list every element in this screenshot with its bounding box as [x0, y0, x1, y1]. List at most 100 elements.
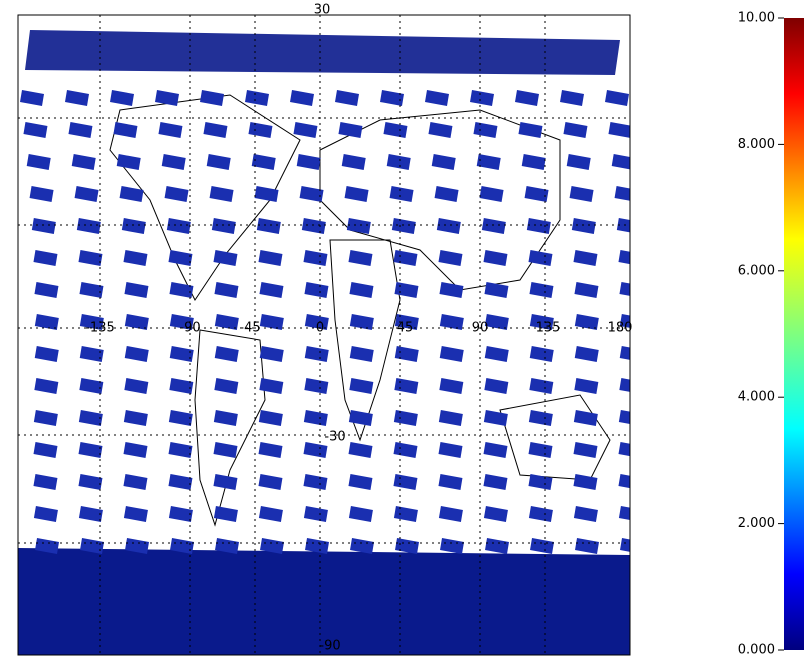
swath — [344, 186, 369, 202]
swath — [158, 122, 183, 138]
swath — [123, 410, 148, 426]
swath — [438, 250, 463, 266]
swath — [574, 346, 599, 362]
swath — [258, 250, 283, 266]
swath — [338, 122, 363, 138]
swath — [348, 250, 373, 266]
swath — [33, 250, 58, 266]
swath — [618, 250, 630, 265]
swath — [438, 442, 463, 458]
swath — [346, 218, 371, 234]
swath — [484, 282, 509, 298]
swath — [348, 410, 373, 426]
swath — [563, 122, 588, 138]
swath — [439, 282, 464, 298]
swath — [78, 410, 103, 426]
swath — [521, 154, 546, 170]
swath — [299, 186, 324, 202]
swath — [614, 186, 630, 201]
swath — [428, 122, 453, 138]
swath — [619, 314, 630, 328]
swath — [26, 154, 51, 170]
swath — [78, 250, 103, 266]
swath — [341, 154, 366, 170]
swath — [214, 346, 239, 362]
swath — [560, 90, 584, 106]
swath — [259, 378, 284, 394]
lat-label: 30 — [314, 3, 331, 18]
swath — [168, 250, 193, 266]
swath — [213, 474, 238, 490]
swath — [65, 90, 89, 106]
colorbar — [784, 18, 804, 650]
swath — [574, 282, 599, 298]
swath — [303, 442, 328, 458]
swath — [304, 346, 329, 362]
swath — [34, 282, 59, 298]
swath — [566, 154, 591, 170]
swath — [383, 122, 408, 138]
swath — [248, 122, 273, 138]
swath — [529, 378, 554, 394]
lon-label: 135 — [536, 321, 561, 336]
swath — [619, 282, 630, 296]
swath — [125, 538, 150, 554]
swath — [33, 410, 58, 426]
swath — [618, 506, 630, 521]
swath — [164, 186, 189, 202]
lon-label: 90 — [472, 321, 489, 336]
swath — [214, 314, 239, 330]
swath — [528, 474, 553, 490]
swath — [290, 90, 314, 106]
swath — [79, 282, 104, 298]
swath — [431, 154, 456, 170]
swath — [573, 410, 598, 426]
swath — [303, 474, 328, 490]
swath — [393, 442, 418, 458]
swath — [619, 378, 630, 392]
colorbar-tick-label: 8.000 — [738, 137, 775, 152]
swath — [258, 506, 283, 522]
swath — [573, 474, 598, 490]
map-frame — [17, 14, 631, 656]
swath — [391, 218, 416, 234]
swath — [335, 90, 359, 106]
swath — [29, 186, 54, 202]
swath — [251, 154, 276, 170]
swath — [211, 218, 236, 234]
swath — [123, 474, 148, 490]
swath — [213, 250, 238, 266]
swath — [393, 506, 418, 522]
swath — [528, 506, 553, 522]
swath — [78, 442, 103, 458]
swath — [389, 186, 414, 202]
swath — [616, 218, 630, 233]
swath — [293, 122, 318, 138]
swath — [483, 442, 508, 458]
swath — [256, 218, 281, 234]
swath — [124, 346, 149, 362]
swath — [119, 186, 144, 202]
swath — [71, 154, 96, 170]
colorbar-tick-label: 4.000 — [738, 390, 775, 405]
swath — [213, 410, 238, 426]
swath — [259, 314, 284, 330]
swath — [605, 90, 629, 106]
swath — [438, 410, 463, 426]
swath — [80, 538, 105, 554]
swath — [529, 282, 554, 298]
swath — [524, 186, 549, 202]
swath — [123, 250, 148, 266]
swath — [483, 410, 508, 426]
swath — [528, 442, 553, 458]
swath — [439, 378, 464, 394]
swath — [618, 474, 630, 489]
lat-label: -30 — [324, 430, 345, 445]
swath — [76, 218, 101, 234]
colorbar-tick-label: 2.000 — [738, 516, 775, 531]
swath — [620, 538, 630, 552]
swath — [349, 346, 374, 362]
swath — [79, 314, 104, 330]
swath — [515, 90, 539, 106]
swath — [33, 474, 58, 490]
